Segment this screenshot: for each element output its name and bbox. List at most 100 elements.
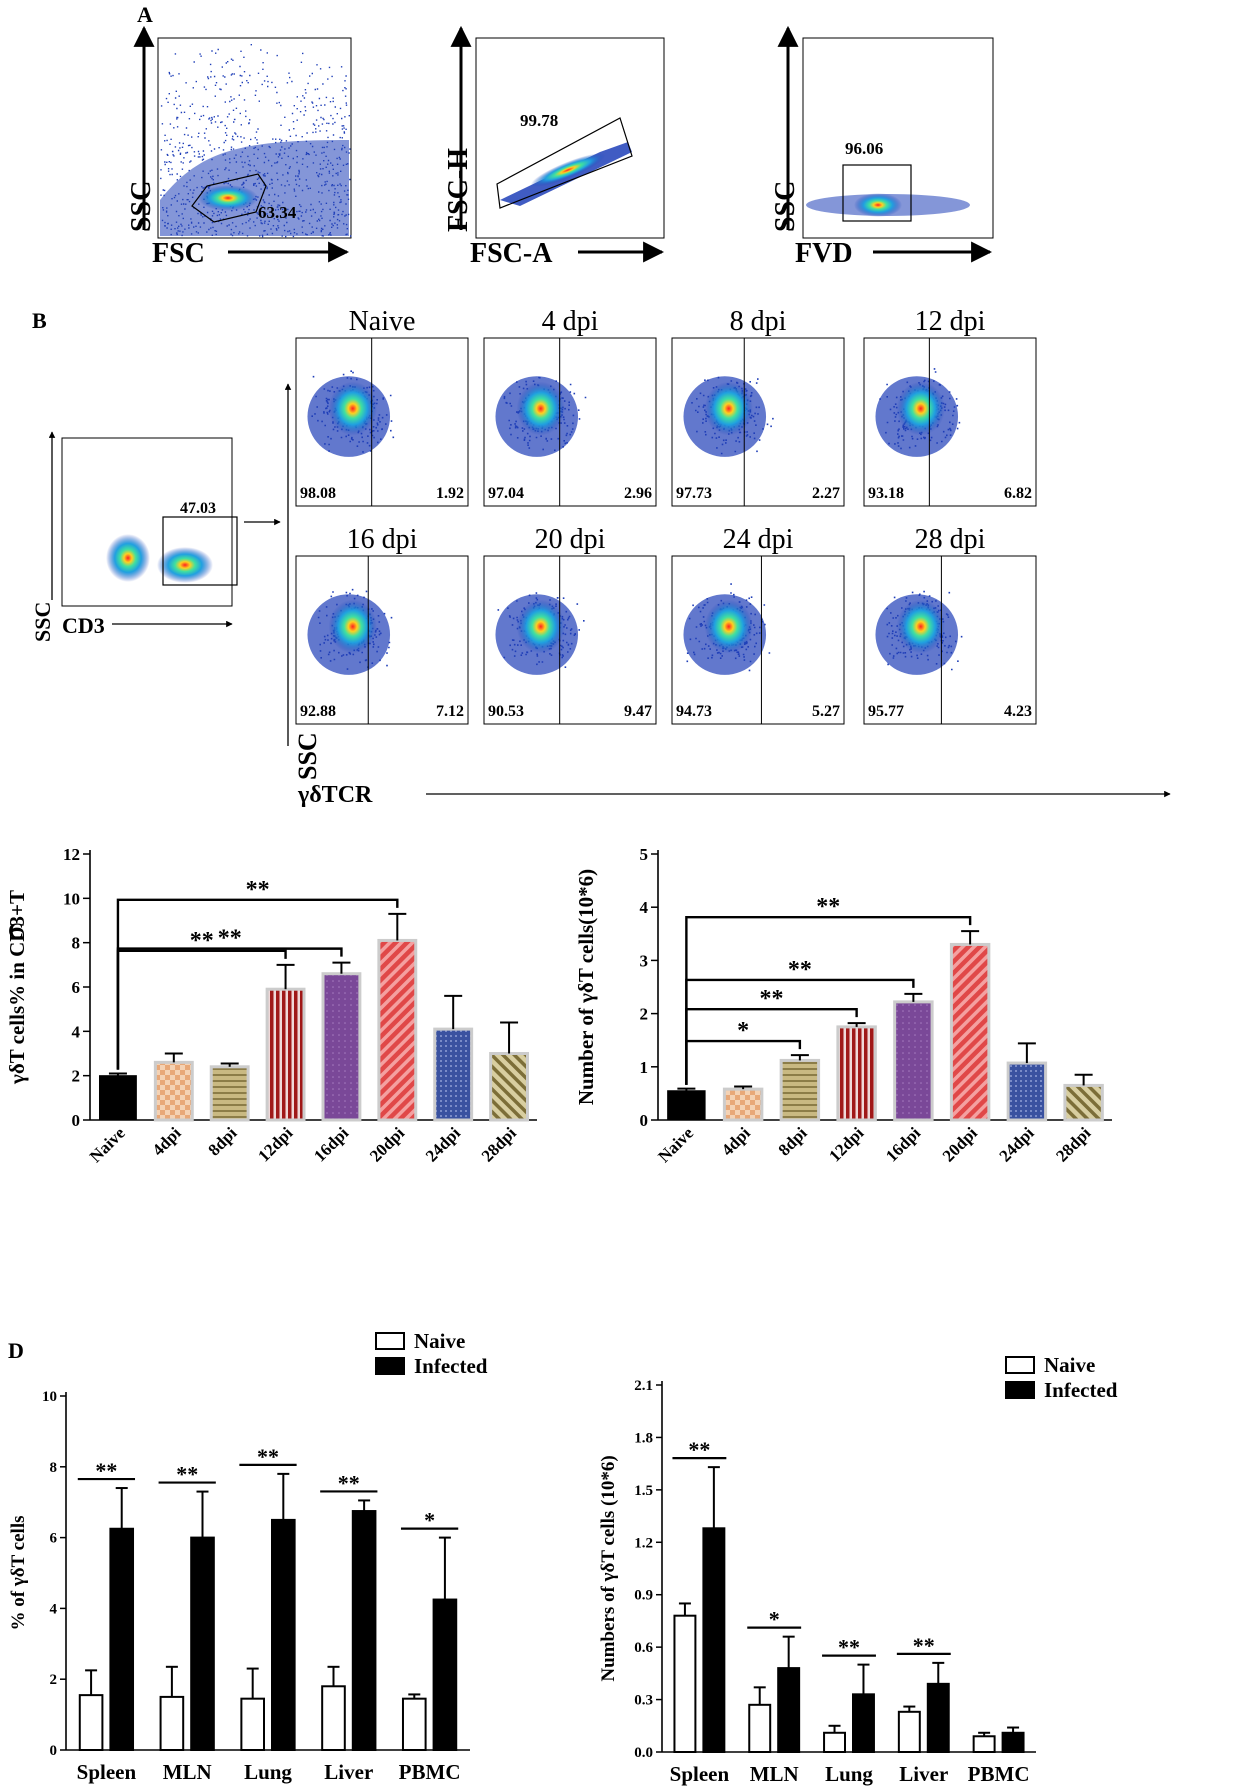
chart-d-right: 0.0 0.3 0.6 0.9 1.2 1.5 1.8 2.1 Numbers of γδT c… <box>598 1353 1118 1786</box>
y-tick-label: 1.2 <box>634 1535 653 1551</box>
y-tick-label: 1.8 <box>634 1430 653 1446</box>
y-tick-label: 2 <box>50 1672 58 1688</box>
x-tick-label: Lung <box>825 1762 873 1786</box>
x-tick-label: 8dpi <box>775 1123 811 1159</box>
left-percent: 95.77 <box>868 703 904 720</box>
y-tick-label: 2 <box>640 1005 649 1024</box>
y-tick-label: 0.6 <box>634 1640 653 1656</box>
left-percent: 97.04 <box>488 485 524 502</box>
significance-label: ** <box>838 1635 860 1660</box>
right-percent: 5.27 <box>812 703 840 720</box>
x-tick-label: 4dpi <box>718 1123 754 1159</box>
bar-naive-mln <box>159 1695 185 1752</box>
bar-24dpi <box>433 1027 474 1122</box>
significance-bracket <box>685 1007 858 1085</box>
x-tick-label: Liver <box>324 1760 373 1784</box>
significance-label: * <box>424 1508 435 1533</box>
chart-c-left: 0 2 4 6 8 10 12 γδT cells% in CD3+T Naive 4dpi 8dp… <box>5 845 537 1166</box>
bar-naive <box>98 1075 137 1121</box>
population-core <box>704 599 753 654</box>
y-tick-label: 4 <box>640 898 649 917</box>
bar-infected-lung <box>271 1518 296 1752</box>
bar-infected-pbmc <box>432 1598 458 1752</box>
x-tick-label: Naive <box>86 1123 129 1166</box>
significance-label: ** <box>688 1437 710 1462</box>
legend-label: Infected <box>1044 1378 1118 1402</box>
bar-16dpi <box>893 1000 934 1122</box>
significance-bracket <box>116 947 343 1070</box>
legend-swatch-naive <box>375 1332 405 1350</box>
y-tick-label: 0.9 <box>634 1588 653 1604</box>
bar-naive-liver <box>321 1685 346 1752</box>
tcr-plot: 4 dpi 97.04 2.96 <box>483 306 657 507</box>
x-tick-label: 12dpi <box>254 1123 296 1165</box>
x-tick-label: Spleen <box>670 1762 730 1786</box>
population-core <box>328 381 377 436</box>
panel-letter-b: B <box>32 308 47 333</box>
bar-4dpi <box>153 1060 194 1122</box>
y-tick-label: 1 <box>640 1058 649 1077</box>
tcr-plot: 16 dpi 92.88 7.12 <box>295 524 469 725</box>
x-tick-label: 24dpi <box>996 1123 1038 1165</box>
legend-label: Naive <box>1044 1353 1095 1377</box>
bar-infected-pbmc <box>1001 1731 1025 1754</box>
bar-28dpi <box>489 1052 530 1122</box>
x-tick-label: PBMC <box>968 1762 1030 1786</box>
y-tick-label: 0 <box>72 1111 81 1130</box>
gate-value: 99.78 <box>520 111 558 130</box>
y-tick-label: 2.1 <box>634 1378 653 1394</box>
y-tick-label: 3 <box>640 951 649 970</box>
right-percent: 2.27 <box>812 485 840 502</box>
x-tick-label: 20dpi <box>366 1123 408 1165</box>
y-tick-label: 6 <box>72 978 81 997</box>
y-tick-label: 2 <box>72 1067 81 1086</box>
y-axis-label: SSC <box>770 181 801 232</box>
significance-bracket <box>685 915 972 1085</box>
gate <box>496 117 633 209</box>
y-axis-label: Number of γδT cells(10*6) <box>574 869 598 1105</box>
gate <box>842 164 912 222</box>
left-percent: 98.08 <box>300 485 336 502</box>
x-tick-label: 20dpi <box>939 1123 981 1165</box>
tcr-plot: 24 dpi 94.73 5.27 <box>671 524 845 725</box>
gate <box>162 516 238 586</box>
x-tick-label: Naive <box>654 1123 697 1166</box>
panel-a-plot-3: 96.06 SSC FVD <box>770 25 994 269</box>
bar-infected-spleen <box>109 1527 135 1751</box>
y-tick-label: 1.5 <box>634 1483 653 1499</box>
population-core <box>896 599 945 654</box>
bar-naive-liver <box>897 1710 921 1754</box>
y-tick-label: 10 <box>63 889 80 908</box>
bar-4dpi <box>722 1087 764 1122</box>
density-core <box>198 185 258 211</box>
plot-frame <box>61 437 233 607</box>
tcr-plot: 28 dpi 95.77 4.23 <box>863 524 1037 725</box>
x-tick-label: Liver <box>899 1762 948 1786</box>
tcr-plot: 20 dpi 90.53 9.47 <box>483 524 657 725</box>
plot-frame <box>475 37 665 239</box>
panel-a-plot-2: 99.78 FSC-H FSC-A <box>443 25 665 269</box>
left-percent: 93.18 <box>868 485 904 502</box>
plot-title: 20 dpi <box>535 524 606 555</box>
density-core <box>854 193 902 217</box>
x-tick-label: Lung <box>244 1760 292 1784</box>
bar-28dpi <box>1063 1083 1104 1122</box>
y-axis-label: % of γδT cells <box>8 1516 29 1631</box>
x-axis-label: FSC <box>152 238 205 269</box>
population-core <box>516 599 565 654</box>
upper-density <box>160 140 349 236</box>
bar-8dpi <box>779 1058 821 1122</box>
right-percent: 2.96 <box>624 485 652 502</box>
y-axis-label: SSC <box>126 181 157 232</box>
plot-title: 16 dpi <box>347 524 418 555</box>
bar-naive-spleen <box>78 1694 104 1752</box>
significance-label: ** <box>338 1470 360 1495</box>
right-percent: 9.47 <box>624 703 652 720</box>
x-tick-label: 28dpi <box>1052 1123 1094 1165</box>
plot-title: 24 dpi <box>723 524 794 555</box>
legend-swatch-infected <box>1005 1381 1035 1399</box>
x-tick-label: 4dpi <box>148 1123 184 1159</box>
cd3-neg-pop <box>106 534 150 582</box>
